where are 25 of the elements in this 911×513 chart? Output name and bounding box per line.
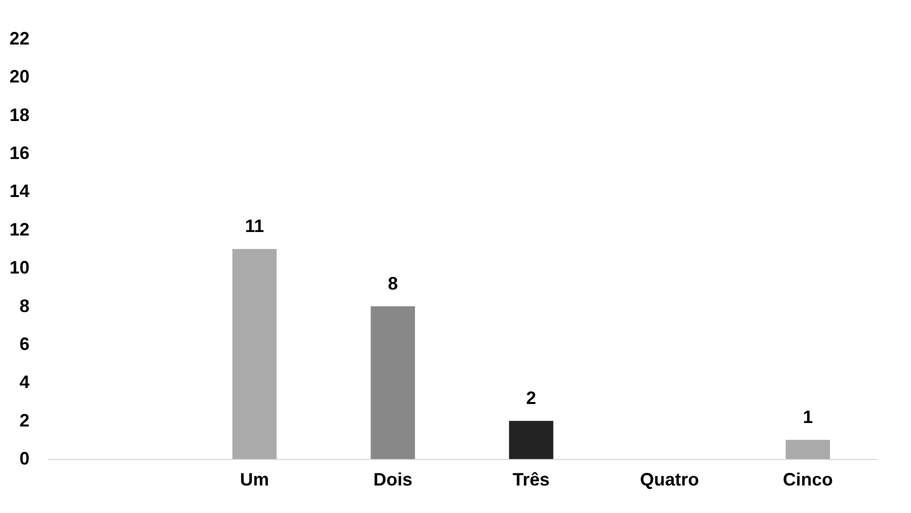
x-tick-label: Um bbox=[240, 470, 270, 490]
x-tick-label: Cinco bbox=[782, 470, 833, 490]
bar bbox=[509, 420, 554, 459]
y-tick-label: 22 bbox=[9, 28, 30, 48]
y-tick-label: 14 bbox=[9, 181, 30, 202]
x-tick-label: Quatro bbox=[640, 470, 700, 490]
data-label: 8 bbox=[388, 273, 398, 294]
y-tick-label: 18 bbox=[9, 104, 30, 125]
y-tick-label: 10 bbox=[9, 258, 30, 278]
y-tick-label: 6 bbox=[19, 334, 30, 354]
y-tick-label: 2 bbox=[19, 410, 30, 430]
y-tick-label: 12 bbox=[9, 219, 30, 240]
x-tick-label: Dois bbox=[373, 470, 412, 490]
data-label: 2 bbox=[526, 388, 536, 408]
bar bbox=[370, 306, 415, 459]
y-tick-label: 16 bbox=[9, 143, 30, 164]
y-tick-label: 20 bbox=[9, 66, 30, 87]
y-tick-label: 8 bbox=[19, 296, 30, 316]
x-tick-label: Três bbox=[512, 470, 550, 490]
bar bbox=[232, 249, 277, 459]
data-label: 1 bbox=[802, 406, 813, 427]
data-label: 11 bbox=[244, 216, 264, 236]
y-tick-label: 0 bbox=[19, 448, 30, 468]
bar bbox=[786, 440, 830, 459]
y-tick-label: 4 bbox=[19, 372, 30, 392]
